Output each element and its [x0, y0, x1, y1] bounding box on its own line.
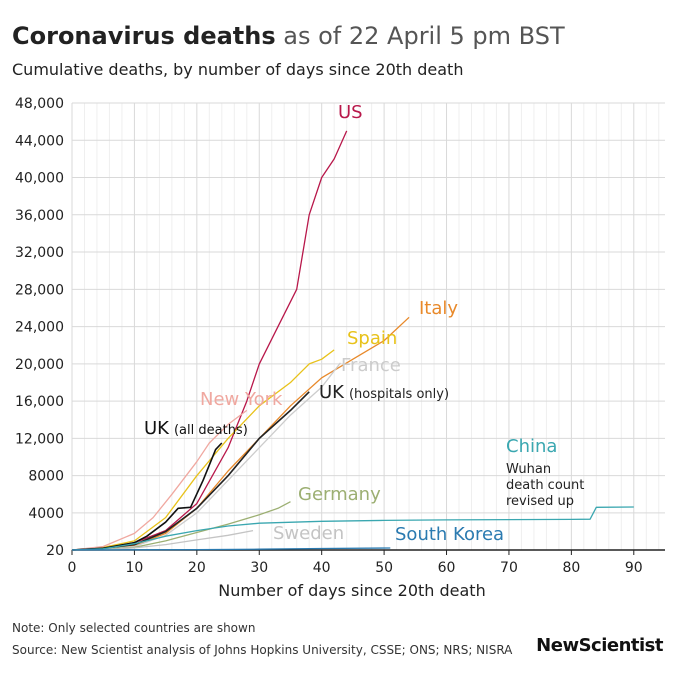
annotation-line-2: death count — [506, 478, 584, 493]
y-tick-label: 20,000 — [15, 357, 64, 373]
series-line-china — [71, 506, 634, 551]
series-label-us: US — [338, 102, 363, 123]
y-tick-label: 4000 — [28, 506, 64, 522]
chart-source: Source: New Scientist analysis of Johns … — [12, 643, 513, 657]
x-tick-label: 40 — [313, 560, 331, 576]
series-label-new-york: New York — [200, 389, 283, 410]
y-tick-label: 16,000 — [15, 394, 64, 410]
series-label-uk-hospitals-only: UK (hospitals only) — [319, 382, 449, 403]
x-tick-label: 0 — [68, 560, 77, 576]
y-tick-label: 12,000 — [15, 431, 64, 447]
y-tick-label: 36,000 — [15, 208, 64, 224]
y-tick-label: 40,000 — [15, 171, 64, 187]
series-label-germany: Germany — [298, 484, 381, 505]
chart-grid — [71, 102, 665, 551]
series-label-china: China — [506, 436, 557, 457]
series-label-uk-all-deaths: UK (all deaths) — [144, 418, 248, 439]
wuhan-annotation: Wuhan death count revised up — [506, 462, 584, 509]
x-tick-label: 20 — [188, 560, 206, 576]
y-tick-label: 44,000 — [15, 133, 64, 149]
line-chart: 20 4000 8000 12,000 16,000 20,000 24,000 28,000… — [15, 96, 665, 600]
chart-series-labels: US Italy Spain France New York UK (hospitals o… — [144, 102, 557, 545]
series-line-spain — [71, 349, 335, 551]
x-axis-title: Number of days since 20th death — [218, 581, 485, 600]
chart-note: Note: Only selected countries are shown — [12, 621, 256, 635]
y-tick-label: 20 — [46, 543, 64, 559]
y-tick-label: 8000 — [28, 469, 64, 485]
series-line-south-korea — [71, 547, 391, 551]
x-tick-label: 80 — [562, 560, 580, 576]
series-label-sweden: Sweden — [273, 523, 344, 544]
annotation-line-3: revised up — [506, 494, 574, 509]
x-tick-label: 10 — [126, 560, 144, 576]
annotation-line-1: Wuhan — [506, 462, 551, 477]
x-tick-label: 50 — [375, 560, 393, 576]
chart-title: Coronavirus deaths as of 22 April 5 pm B… — [12, 22, 565, 50]
x-tick-label: 70 — [500, 560, 518, 576]
y-tick-label: 32,000 — [15, 245, 64, 261]
series-label-south-korea: South Korea — [395, 524, 504, 545]
new-scientist-logo: NewScientist — [536, 635, 663, 656]
chart-title-main: Coronavirus deaths — [12, 22, 276, 50]
series-label-france: France — [341, 355, 401, 376]
x-tick-label: 60 — [438, 560, 456, 576]
series-label-spain: Spain — [347, 328, 397, 349]
series-line-uk-all-deaths — [71, 442, 223, 551]
series-line-new-york — [71, 409, 248, 551]
y-tick-label: 28,000 — [15, 282, 64, 298]
y-tick-label: 48,000 — [15, 96, 64, 112]
chart-series-lines — [71, 130, 634, 551]
x-tick-label: 30 — [250, 560, 268, 576]
series-label-italy: Italy — [419, 298, 458, 319]
y-tick-label: 24,000 — [15, 320, 64, 336]
chart-title-date: as of 22 April 5 pm BST — [275, 22, 565, 50]
series-line-italy — [71, 316, 410, 551]
x-tick-label: 90 — [625, 560, 643, 576]
chart-subtitle: Cumulative deaths, by number of days sin… — [12, 60, 464, 79]
